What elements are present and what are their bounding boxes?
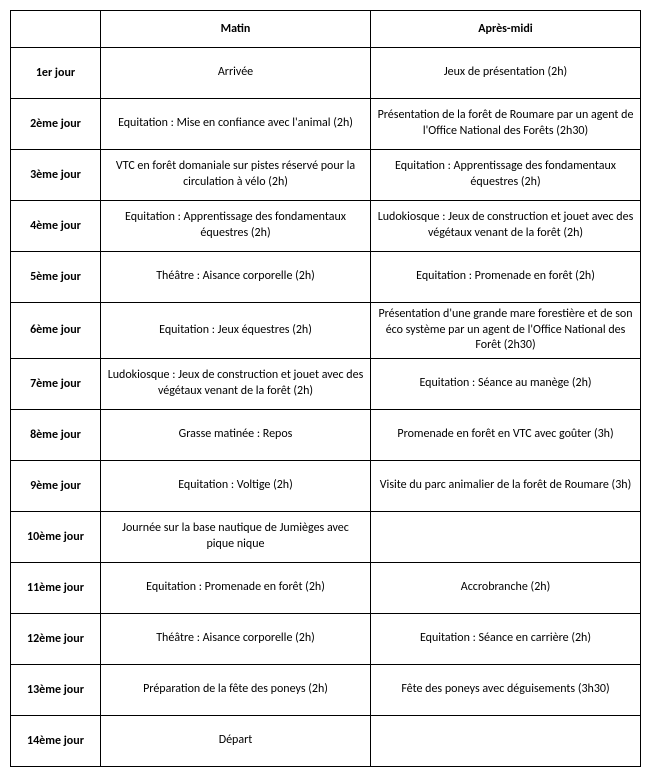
header-empty: [11, 11, 101, 48]
table-row: 5ème jour Théâtre : Aisance corporelle (…: [11, 252, 641, 303]
day-cell: 9ème jour: [11, 460, 101, 511]
matin-cell: Equitation : Jeux équestres (2h): [101, 303, 371, 359]
day-cell: 10ème jour: [11, 511, 101, 562]
day-cell: 4ème jour: [11, 201, 101, 252]
apres-cell: Equitation : Promenade en forêt (2h): [371, 252, 641, 303]
apres-cell: [371, 715, 641, 766]
table-row: 6ème jour Equitation : Jeux équestres (2…: [11, 303, 641, 359]
matin-cell: Arrivée: [101, 48, 371, 99]
schedule-body: 1er jour Arrivée Jeux de présentation (2…: [11, 48, 641, 767]
day-cell: 12ème jour: [11, 613, 101, 664]
header-apres: Après-midi: [371, 11, 641, 48]
matin-cell: Equitation : Voltige (2h): [101, 460, 371, 511]
day-cell: 7ème jour: [11, 358, 101, 409]
apres-cell: Présentation d'une grande mare forestièr…: [371, 303, 641, 359]
matin-cell: Ludokiosque : Jeux de construction et jo…: [101, 358, 371, 409]
matin-cell: Départ: [101, 715, 371, 766]
apres-cell: Visite du parc animalier de la forêt de …: [371, 460, 641, 511]
day-cell: 14ème jour: [11, 715, 101, 766]
schedule-table: Matin Après-midi 1er jour Arrivée Jeux d…: [10, 10, 641, 767]
table-row: 1er jour Arrivée Jeux de présentation (2…: [11, 48, 641, 99]
matin-cell: Equitation : Apprentissage des fondament…: [101, 201, 371, 252]
header-matin: Matin: [101, 11, 371, 48]
apres-cell: Accrobranche (2h): [371, 562, 641, 613]
day-cell: 2ème jour: [11, 99, 101, 150]
table-row: 11ème jour Equitation : Promenade en for…: [11, 562, 641, 613]
table-row: 4ème jour Equitation : Apprentissage des…: [11, 201, 641, 252]
table-row: 9ème jour Equitation : Voltige (2h) Visi…: [11, 460, 641, 511]
day-cell: 3ème jour: [11, 150, 101, 201]
day-cell: 13ème jour: [11, 664, 101, 715]
apres-cell: Equitation : Apprentissage des fondament…: [371, 150, 641, 201]
apres-cell: Présentation de la forêt de Roumare par …: [371, 99, 641, 150]
table-row: 14ème jour Départ: [11, 715, 641, 766]
matin-cell: Théâtre : Aisance corporelle (2h): [101, 613, 371, 664]
table-row: 2ème jour Equitation : Mise en confiance…: [11, 99, 641, 150]
table-row: 12ème jour Théâtre : Aisance corporelle …: [11, 613, 641, 664]
table-row: 10ème jour Journée sur la base nautique …: [11, 511, 641, 562]
matin-cell: Grasse matinée : Repos: [101, 409, 371, 460]
matin-cell: Théâtre : Aisance corporelle (2h): [101, 252, 371, 303]
table-row: 3ème jour VTC en forêt domaniale sur pis…: [11, 150, 641, 201]
apres-cell: Equitation : Séance en carrière (2h): [371, 613, 641, 664]
matin-cell: Equitation : Mise en confiance avec l'an…: [101, 99, 371, 150]
day-cell: 11ème jour: [11, 562, 101, 613]
table-row: 13ème jour Préparation de la fête des po…: [11, 664, 641, 715]
matin-cell: Préparation de la fête des poneys (2h): [101, 664, 371, 715]
table-row: 8ème jour Grasse matinée : Repos Promena…: [11, 409, 641, 460]
matin-cell: VTC en forêt domaniale sur pistes réserv…: [101, 150, 371, 201]
day-cell: 6ème jour: [11, 303, 101, 359]
apres-cell: [371, 511, 641, 562]
apres-cell: Ludokiosque : Jeux de construction et jo…: [371, 201, 641, 252]
apres-cell: Equitation : Séance au manège (2h): [371, 358, 641, 409]
apres-cell: Fête des poneys avec déguisements (3h30): [371, 664, 641, 715]
day-cell: 1er jour: [11, 48, 101, 99]
day-cell: 8ème jour: [11, 409, 101, 460]
header-row: Matin Après-midi: [11, 11, 641, 48]
apres-cell: Jeux de présentation (2h): [371, 48, 641, 99]
apres-cell: Promenade en forêt en VTC avec goûter (3…: [371, 409, 641, 460]
matin-cell: Journée sur la base nautique de Jumièges…: [101, 511, 371, 562]
table-row: 7ème jour Ludokiosque : Jeux de construc…: [11, 358, 641, 409]
day-cell: 5ème jour: [11, 252, 101, 303]
matin-cell: Equitation : Promenade en forêt (2h): [101, 562, 371, 613]
